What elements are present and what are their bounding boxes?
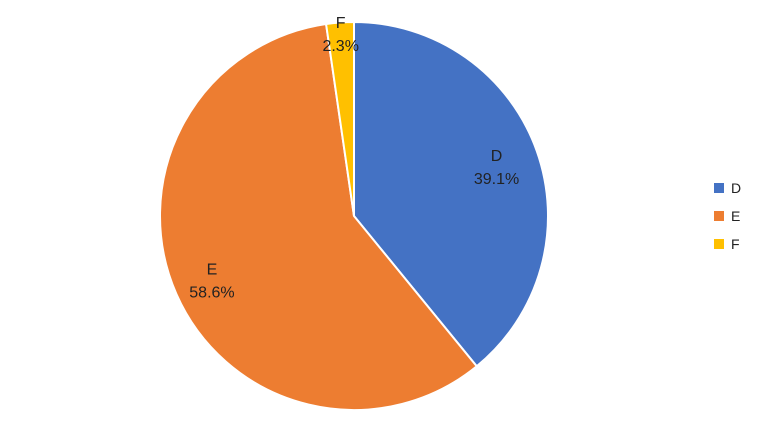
legend-label-f: F xyxy=(731,236,740,252)
data-label-category-e: E xyxy=(207,262,218,279)
legend-swatch-e xyxy=(714,211,724,221)
pie-slice-d xyxy=(353,20,549,368)
legend: DEF xyxy=(714,180,741,252)
legend-swatch-d xyxy=(714,183,724,193)
data-label-value-e: 58.6% xyxy=(189,285,234,302)
legend-label-e: E xyxy=(731,208,740,224)
data-label-category-f: F xyxy=(336,15,346,32)
data-label-value-f: 2.3% xyxy=(322,38,358,55)
pie-slice-e xyxy=(159,22,479,411)
pie-slice-f xyxy=(324,20,355,217)
legend-label-d: D xyxy=(731,180,741,196)
data-label-value-d: 39.1% xyxy=(474,171,519,188)
pie-slices xyxy=(159,20,549,411)
data-label-category-d: D xyxy=(491,148,503,165)
data-labels: D 39.1% E 58.6% F 2.3% xyxy=(189,15,519,301)
legend-swatch-f xyxy=(714,239,724,249)
